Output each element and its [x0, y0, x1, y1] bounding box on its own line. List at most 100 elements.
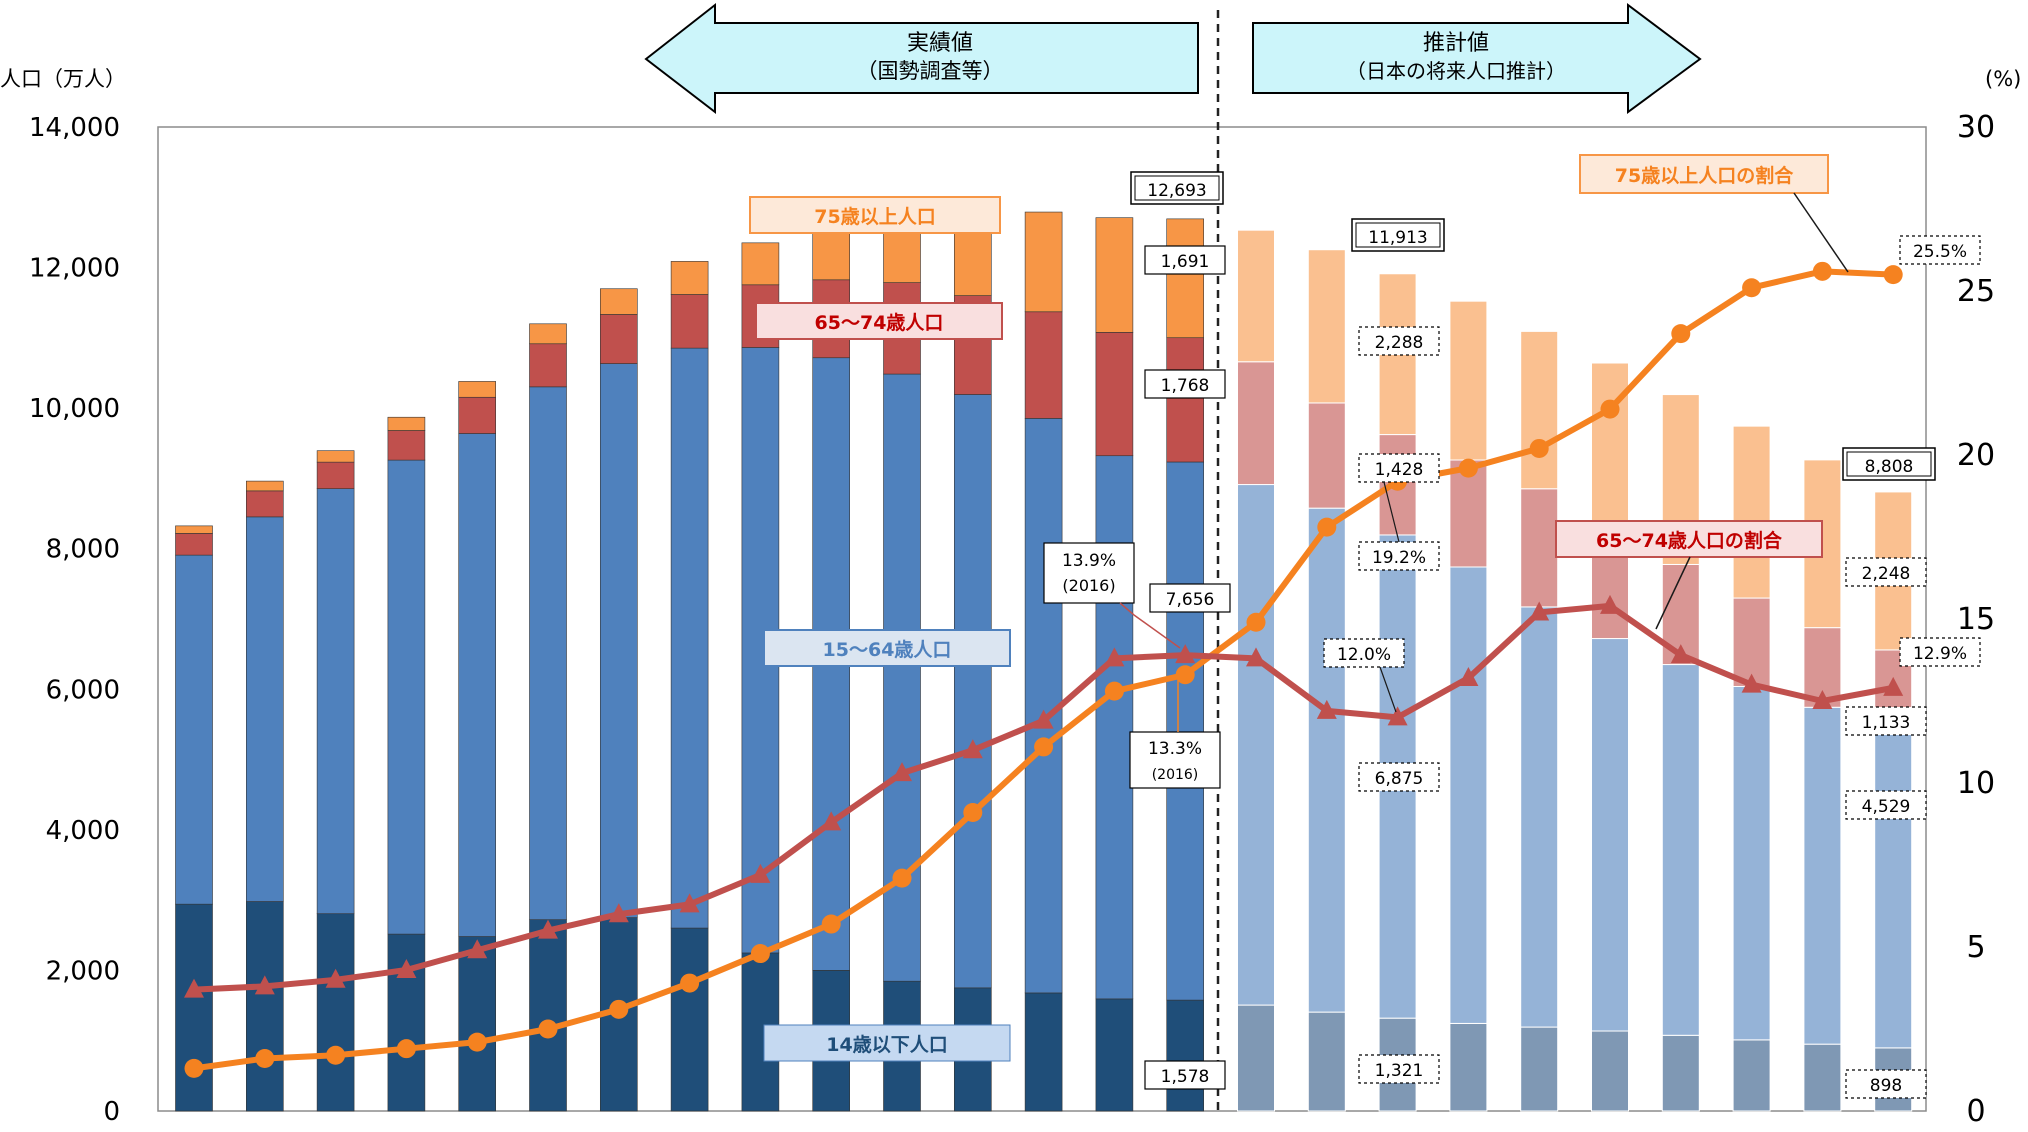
bar-segment: [1449, 459, 1488, 568]
ratio-point: [962, 739, 983, 759]
bar-segment: [1166, 218, 1204, 339]
ratio-point: [963, 803, 983, 823]
ratio-point: [1812, 261, 1832, 281]
right-axis-title: (%): [1985, 67, 2021, 91]
bar-segment: [387, 430, 426, 461]
bar-segment: [1449, 566, 1488, 1024]
bar-segment: [1095, 998, 1134, 1112]
bar-segment: [175, 533, 213, 556]
callout-r75-2030-box: [1358, 541, 1440, 571]
right-tick-label: 0: [1966, 1094, 1985, 1129]
callout-2065-15-box: [1845, 790, 1927, 820]
bar-segment: [458, 396, 497, 434]
callout-2030-0: 1,321: [1375, 1061, 1424, 1081]
label-age0: 14歳以下人口: [763, 1024, 1011, 1062]
bar-segment: [1095, 455, 1134, 1000]
bar-segment: [1520, 488, 1559, 608]
callout-r65-2065-box: [1899, 637, 1981, 667]
ratio-point: [1458, 667, 1479, 687]
bar-segment: [458, 433, 497, 937]
callout-r65-2030-box: [1323, 638, 1405, 668]
bar-segment: [175, 554, 213, 905]
callout-r75-2016-box: [1129, 731, 1221, 789]
right-tick-label: 15: [1957, 602, 1995, 637]
callout-r75-2065-box: [1899, 235, 1981, 265]
left-tick-label: 14,000: [29, 113, 120, 143]
bar-segment: [1732, 597, 1771, 687]
callout-2030-75-box: [1358, 326, 1440, 356]
bar-segment: [1449, 1022, 1488, 1112]
bar-segment: [1661, 1034, 1700, 1112]
bar-segment: [1591, 362, 1629, 524]
left-tick-label: 8,000: [46, 535, 120, 565]
ratio-point: [679, 893, 700, 913]
bar-segment: [387, 459, 426, 935]
actual-arrow-shape: [644, 2, 1199, 115]
callout-r75-2065: 25.5%: [1913, 242, 1967, 262]
bar-segment: [953, 394, 992, 989]
bar-segment: [812, 229, 851, 281]
bar-segment: [246, 516, 284, 902]
actual-arrow: 実績値 （国勢調査等）: [644, 2, 1199, 115]
bar-segment: [1237, 229, 1275, 363]
bar-segment: [599, 363, 638, 918]
bar-segment: [1024, 992, 1063, 1112]
callout-2030-0-box: [1358, 1054, 1440, 1084]
callout-2030-15-box: [1358, 762, 1440, 792]
ratio-point: [1246, 612, 1266, 632]
ratio-point: [1529, 601, 1550, 621]
bar-segment: [1307, 402, 1346, 509]
callout-2016-15: 7,656: [1166, 590, 1215, 610]
label-ratio75: 75歳以上人口の割合: [1579, 154, 1849, 273]
ratio-point: [325, 968, 346, 988]
callout-r65-2030: 12.0%: [1337, 645, 1391, 665]
callout-2016-0-box: [1144, 1060, 1226, 1090]
projection-arrow-shape: [1252, 3, 1702, 114]
callout-2065-total-inner: [1846, 451, 1932, 477]
ratio-point: [254, 975, 275, 995]
bar-segment: [1307, 507, 1346, 1013]
right-tick-labels: 0 5 10 15 20 25 30: [1957, 110, 1995, 1129]
bar-segment: [1166, 337, 1204, 463]
label-ratio75-leader: [1793, 192, 1849, 273]
ratio-point: [821, 914, 841, 934]
projection-arrow: 推計値 （日本の将来人口推計）: [1252, 3, 1702, 114]
callout-r75-2016: 13.3%: [1148, 739, 1202, 759]
ratio-point: [1104, 681, 1124, 701]
label-age15: 15～64歳人口: [763, 629, 1011, 667]
callout-2030-15: 6,875: [1375, 769, 1424, 789]
label-ratio75-text: 75歳以上人口の割合: [1615, 164, 1794, 187]
ratio-lines: [184, 261, 1904, 1078]
ratio-point: [1458, 458, 1478, 478]
bar-segment: [458, 381, 497, 398]
ratio-point: [1600, 594, 1620, 614]
right-tick-label: 20: [1957, 438, 1995, 473]
label-age0-box: [763, 1024, 1011, 1062]
callout-2065-0: 898: [1870, 1076, 1902, 1096]
ratio-point: [1316, 699, 1337, 719]
ratio-point: [396, 958, 417, 978]
label-ratio65-box: [1555, 520, 1823, 558]
ratio-point: [1671, 324, 1691, 344]
ratio-point: [1670, 644, 1691, 664]
right-tick-label: 30: [1957, 110, 1995, 145]
ratio-point: [680, 973, 700, 993]
bar-segment: [316, 461, 355, 489]
ratio-point: [1033, 709, 1054, 729]
bar-segment: [529, 343, 567, 388]
bar-segment: [1237, 484, 1275, 1006]
bar-segment: [599, 288, 638, 315]
right-tick-label: 5: [1966, 930, 1985, 965]
bar-segment: [1307, 249, 1346, 404]
left-tick-labels: 0 2,000 4,000 6,000 8,000 10,000 12,000 14,000: [29, 113, 120, 1127]
label-ratio75-box: [1579, 154, 1829, 194]
left-tick-label: 4,000: [46, 816, 120, 846]
ratio-point: [750, 944, 770, 964]
bar-segment: [316, 913, 355, 1112]
bar-segment: [741, 242, 780, 286]
callout-2065-65: 1,133: [1862, 713, 1911, 733]
callout-r65-2030-leader: [1379, 666, 1397, 713]
bar-segment: [670, 927, 709, 1112]
value-callouts: 12,693 1,691 1,768 7,656 1,578 13.9% (20…: [1043, 171, 1981, 1099]
callout-2016-65: 1,768: [1161, 376, 1210, 396]
